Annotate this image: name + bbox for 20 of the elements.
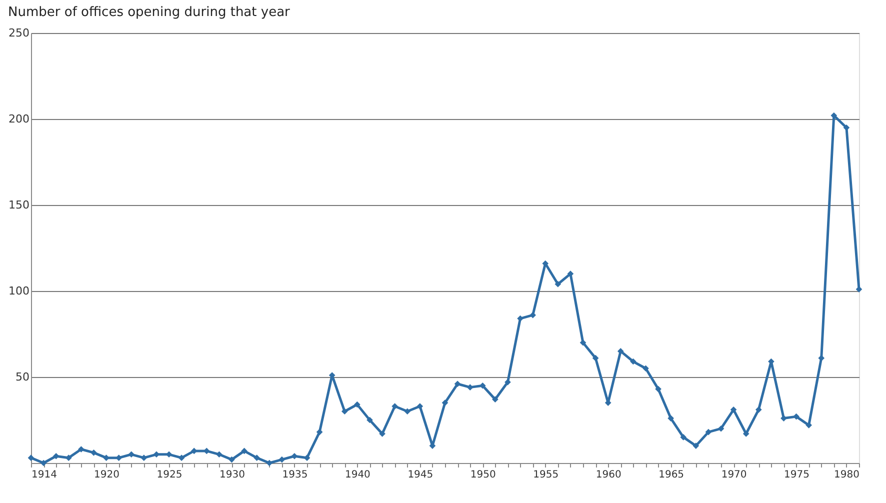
y-tick-label: 250: [8, 26, 30, 40]
x-tick-label: 1930: [220, 470, 245, 480]
x-tick-label: 1955: [533, 470, 559, 480]
x-tick-label: 1935: [282, 470, 308, 480]
x-tick-label: 1940: [344, 470, 370, 480]
x-tick-label: 1965: [658, 470, 684, 480]
x-tick-label: 1945: [408, 470, 434, 480]
x-tick-label: 1925: [156, 470, 182, 480]
y-tick-label: 150: [8, 198, 30, 212]
x-tick-label: 1970: [721, 470, 747, 480]
x-tick-label: 1914: [32, 470, 57, 480]
x-tick-label: 1950: [470, 470, 496, 480]
x-tick-label: 1960: [596, 470, 622, 480]
y-tick-label: 50: [16, 370, 30, 384]
x-tick-label: 1920: [94, 470, 120, 480]
chart-title: Number of offices opening during that year: [8, 5, 291, 20]
y-tick-label: 200: [8, 112, 30, 126]
x-tick-label: 1975: [784, 470, 810, 480]
y-tick-label: 100: [8, 284, 30, 298]
x-tick-label: 1980: [834, 470, 860, 480]
